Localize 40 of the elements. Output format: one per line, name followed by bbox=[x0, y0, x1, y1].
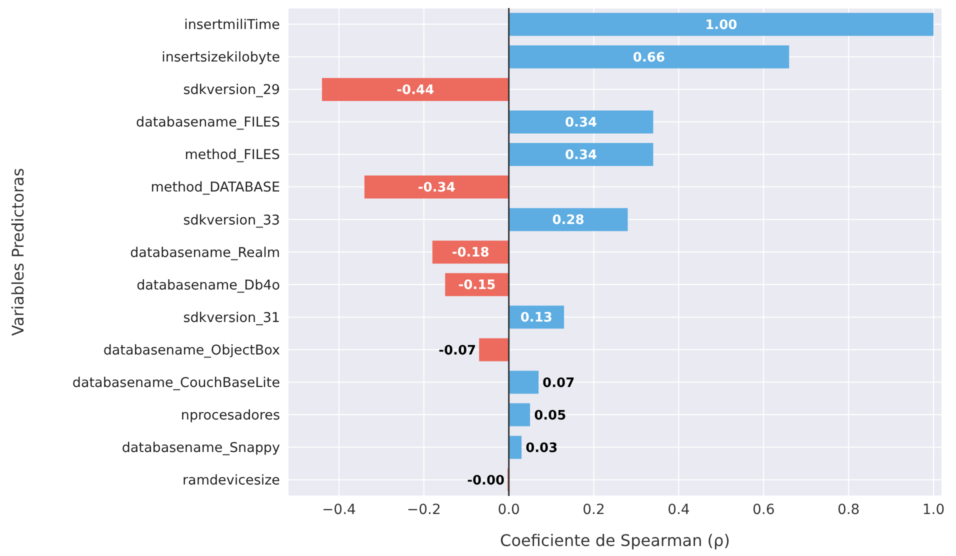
data-label: -0.44 bbox=[396, 82, 434, 98]
x-tick-label: −0.2 bbox=[406, 502, 441, 518]
data-label: 0.05 bbox=[534, 408, 566, 424]
data-label: 0.66 bbox=[632, 50, 666, 66]
y-tick-label: sdkversion_33 bbox=[183, 212, 280, 228]
y-tick-label: databasename_CouchBaseLite bbox=[72, 374, 280, 391]
data-label: 0.03 bbox=[526, 440, 558, 456]
data-label: 0.13 bbox=[520, 310, 552, 326]
x-tick-label: 0.0 bbox=[498, 502, 520, 518]
y-tick-label: insertsizekilobyte bbox=[162, 50, 280, 66]
data-label: -0.15 bbox=[458, 278, 496, 294]
x-tick-label: −0.4 bbox=[322, 502, 356, 518]
y-tick-label: databasename_Snappy bbox=[122, 440, 280, 456]
y-tick-label: databasename_Db4o bbox=[136, 277, 280, 294]
x-tick-label: 0.4 bbox=[668, 502, 690, 518]
x-tick-label: 0.2 bbox=[582, 502, 605, 518]
y-tick-label: databasename_FILES bbox=[136, 114, 280, 131]
data-label: 1.00 bbox=[705, 18, 738, 33]
x-tick-label: 0.8 bbox=[837, 502, 860, 518]
data-label: -0.07 bbox=[438, 343, 476, 358]
data-label: -0.18 bbox=[452, 246, 490, 261]
data-label: 0.28 bbox=[552, 213, 584, 228]
data-label: -0.00 bbox=[467, 473, 505, 488]
x-tick-label: 1.0 bbox=[922, 502, 945, 518]
data-label: 0.07 bbox=[542, 376, 575, 391]
y-tick-label: sdkversion_31 bbox=[183, 310, 280, 326]
y-tick-label: databasename_ObjectBox bbox=[103, 342, 280, 358]
data-label: 0.34 bbox=[564, 148, 598, 164]
data-label: -0.34 bbox=[418, 180, 456, 196]
y-tick-label: ramdevicesize bbox=[182, 472, 280, 489]
y-tick-label: nprocesadores bbox=[180, 407, 280, 424]
data-label: 0.34 bbox=[564, 116, 598, 131]
y-tick-label: databasename_Realm bbox=[130, 244, 280, 261]
y-tick-label: method_DATABASE bbox=[150, 180, 280, 196]
x-axis-title: Coeficiente de Spearman (ρ) bbox=[500, 531, 730, 550]
y-tick-label: sdkversion_29 bbox=[183, 82, 280, 98]
y-axis-title: Variables Predictoras bbox=[8, 168, 28, 336]
y-tick-label: insertmiliTime bbox=[184, 17, 280, 34]
y-tick-label: method_FILES bbox=[184, 147, 280, 164]
x-tick-label: 0.6 bbox=[752, 502, 775, 518]
